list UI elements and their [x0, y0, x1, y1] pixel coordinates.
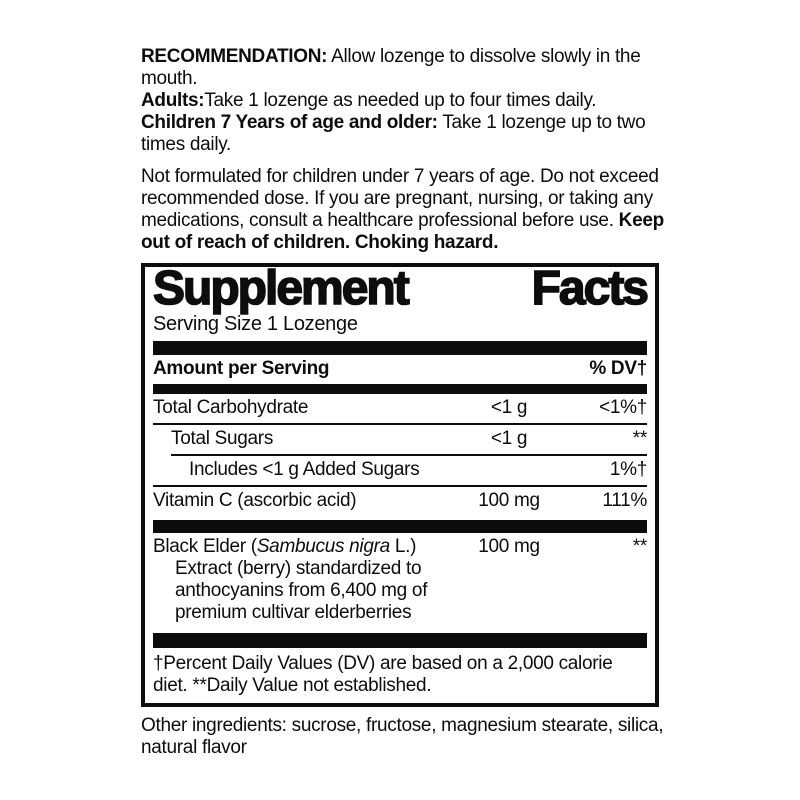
facts-row-vitamin-c: Vitamin C (ascorbic acid) 100 mg 111% — [153, 487, 647, 516]
nutrient-name: Vitamin C (ascorbic acid) — [153, 490, 357, 511]
adults-label: Adults: — [141, 90, 205, 111]
thick-divider-bar — [153, 384, 647, 394]
thick-divider-bar — [153, 520, 647, 533]
facts-row-black-elder: Black Elder (Sambucus nigra L.) Extract … — [153, 533, 647, 628]
children-line: Children 7 Years of age and older: Take … — [141, 112, 665, 156]
recommendation-line: RECOMMENDATION: Allow lozenge to dissolv… — [141, 46, 665, 90]
adults-line: Adults:Take 1 lozenge as needed up to fo… — [141, 90, 665, 112]
thick-divider-bar — [153, 633, 647, 648]
warning-text: Not formulated for children under 7 year… — [141, 166, 665, 254]
nutrient-dv: <1%† — [599, 397, 647, 418]
title-word-facts: Facts — [531, 262, 650, 315]
nutrient-amount: <1 g — [490, 428, 528, 449]
percent-dv-header: % DV† — [589, 358, 647, 379]
thin-divider-rule — [153, 485, 647, 487]
recommendation-body: Allow lozenge to dissolve slowly in the … — [141, 46, 641, 89]
supplement-facts-title: Supplement Facts — [152, 262, 650, 315]
nutrient-dv: ** — [632, 536, 648, 557]
serving-size: Serving Size 1 Lozenge — [153, 313, 358, 335]
botanical-name-suffix: L.) Extract (berry) standardized to anth… — [175, 536, 428, 623]
other-ingredients-list: sucrose, fructose, magnesium stearate, s… — [141, 715, 664, 758]
directions-text: RECOMMENDATION: Allow lozenge to dissolv… — [141, 46, 665, 156]
supplement-facts-panel: Supplement Facts Serving Size 1 Lozenge … — [141, 263, 659, 707]
nutrient-amount: 100 mg — [478, 490, 540, 511]
nutrient-amount: <1 g — [490, 397, 528, 418]
botanical-name: Black Elder (Sambucus nigra L.) Extract … — [153, 536, 453, 624]
facts-row-total-carbohydrate: Total Carbohydrate <1 g <1%† — [153, 394, 647, 423]
botanical-name-prefix: Black Elder ( — [153, 536, 257, 557]
warning-body: Not formulated for children under 7 year… — [141, 166, 659, 231]
children-label: Children 7 Years of age and older: — [141, 112, 438, 133]
warning-line: Not formulated for children under 7 year… — [141, 166, 665, 254]
facts-header-row: Amount per Serving % DV† — [153, 355, 647, 384]
warning-bold: Keep out of reach of children. Choking h… — [141, 210, 664, 253]
nutrient-amount: 100 mg — [478, 536, 540, 557]
botanical-latin-name: Sambucus nigra — [256, 536, 390, 557]
thin-divider-rule — [153, 423, 647, 425]
other-ingredients: Other ingredients: sucrose, fructose, ma… — [141, 715, 665, 759]
thin-divider-rule — [171, 454, 647, 456]
thick-divider-bar — [153, 341, 647, 355]
other-ingredients-label: Other ingredients: — [141, 715, 287, 736]
facts-footnote: †Percent Daily Values (DV) are based on … — [153, 653, 613, 696]
nutrient-name: Includes <1 g Added Sugars — [189, 459, 420, 480]
amount-per-serving-header: Amount per Serving — [153, 358, 330, 379]
nutrient-dv: 111% — [602, 490, 647, 511]
children-body: Take 1 lozenge up to two times daily. — [141, 112, 646, 155]
nutrient-dv: ** — [632, 428, 648, 449]
nutrient-dv: 1%† — [609, 459, 647, 480]
label-column: RECOMMENDATION: Allow lozenge to dissolv… — [141, 46, 665, 759]
nutrient-name: Total Sugars — [171, 428, 274, 449]
nutrient-name: Total Carbohydrate — [153, 397, 309, 418]
facts-row-total-sugars: Total Sugars <1 g ** — [153, 425, 647, 454]
facts-row-added-sugars: Includes <1 g Added Sugars 1%† — [153, 456, 647, 485]
adults-body: Take 1 lozenge as needed up to four time… — [204, 90, 597, 111]
title-word-supplement: Supplement — [152, 262, 410, 315]
recommendation-label: RECOMMENDATION: — [141, 46, 328, 67]
